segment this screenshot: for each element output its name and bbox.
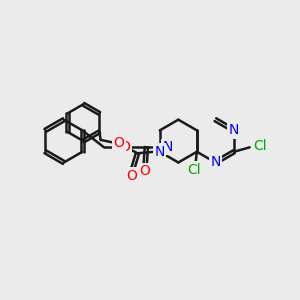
- Text: N: N: [210, 155, 220, 170]
- Text: N: N: [163, 140, 173, 154]
- Text: O: O: [120, 140, 130, 154]
- Text: O: O: [126, 169, 137, 183]
- Text: O: O: [114, 136, 124, 150]
- Text: N: N: [229, 123, 239, 137]
- Text: Cl: Cl: [253, 139, 267, 153]
- Text: Cl: Cl: [187, 163, 201, 177]
- Text: O: O: [140, 164, 150, 178]
- Text: N: N: [154, 145, 165, 159]
